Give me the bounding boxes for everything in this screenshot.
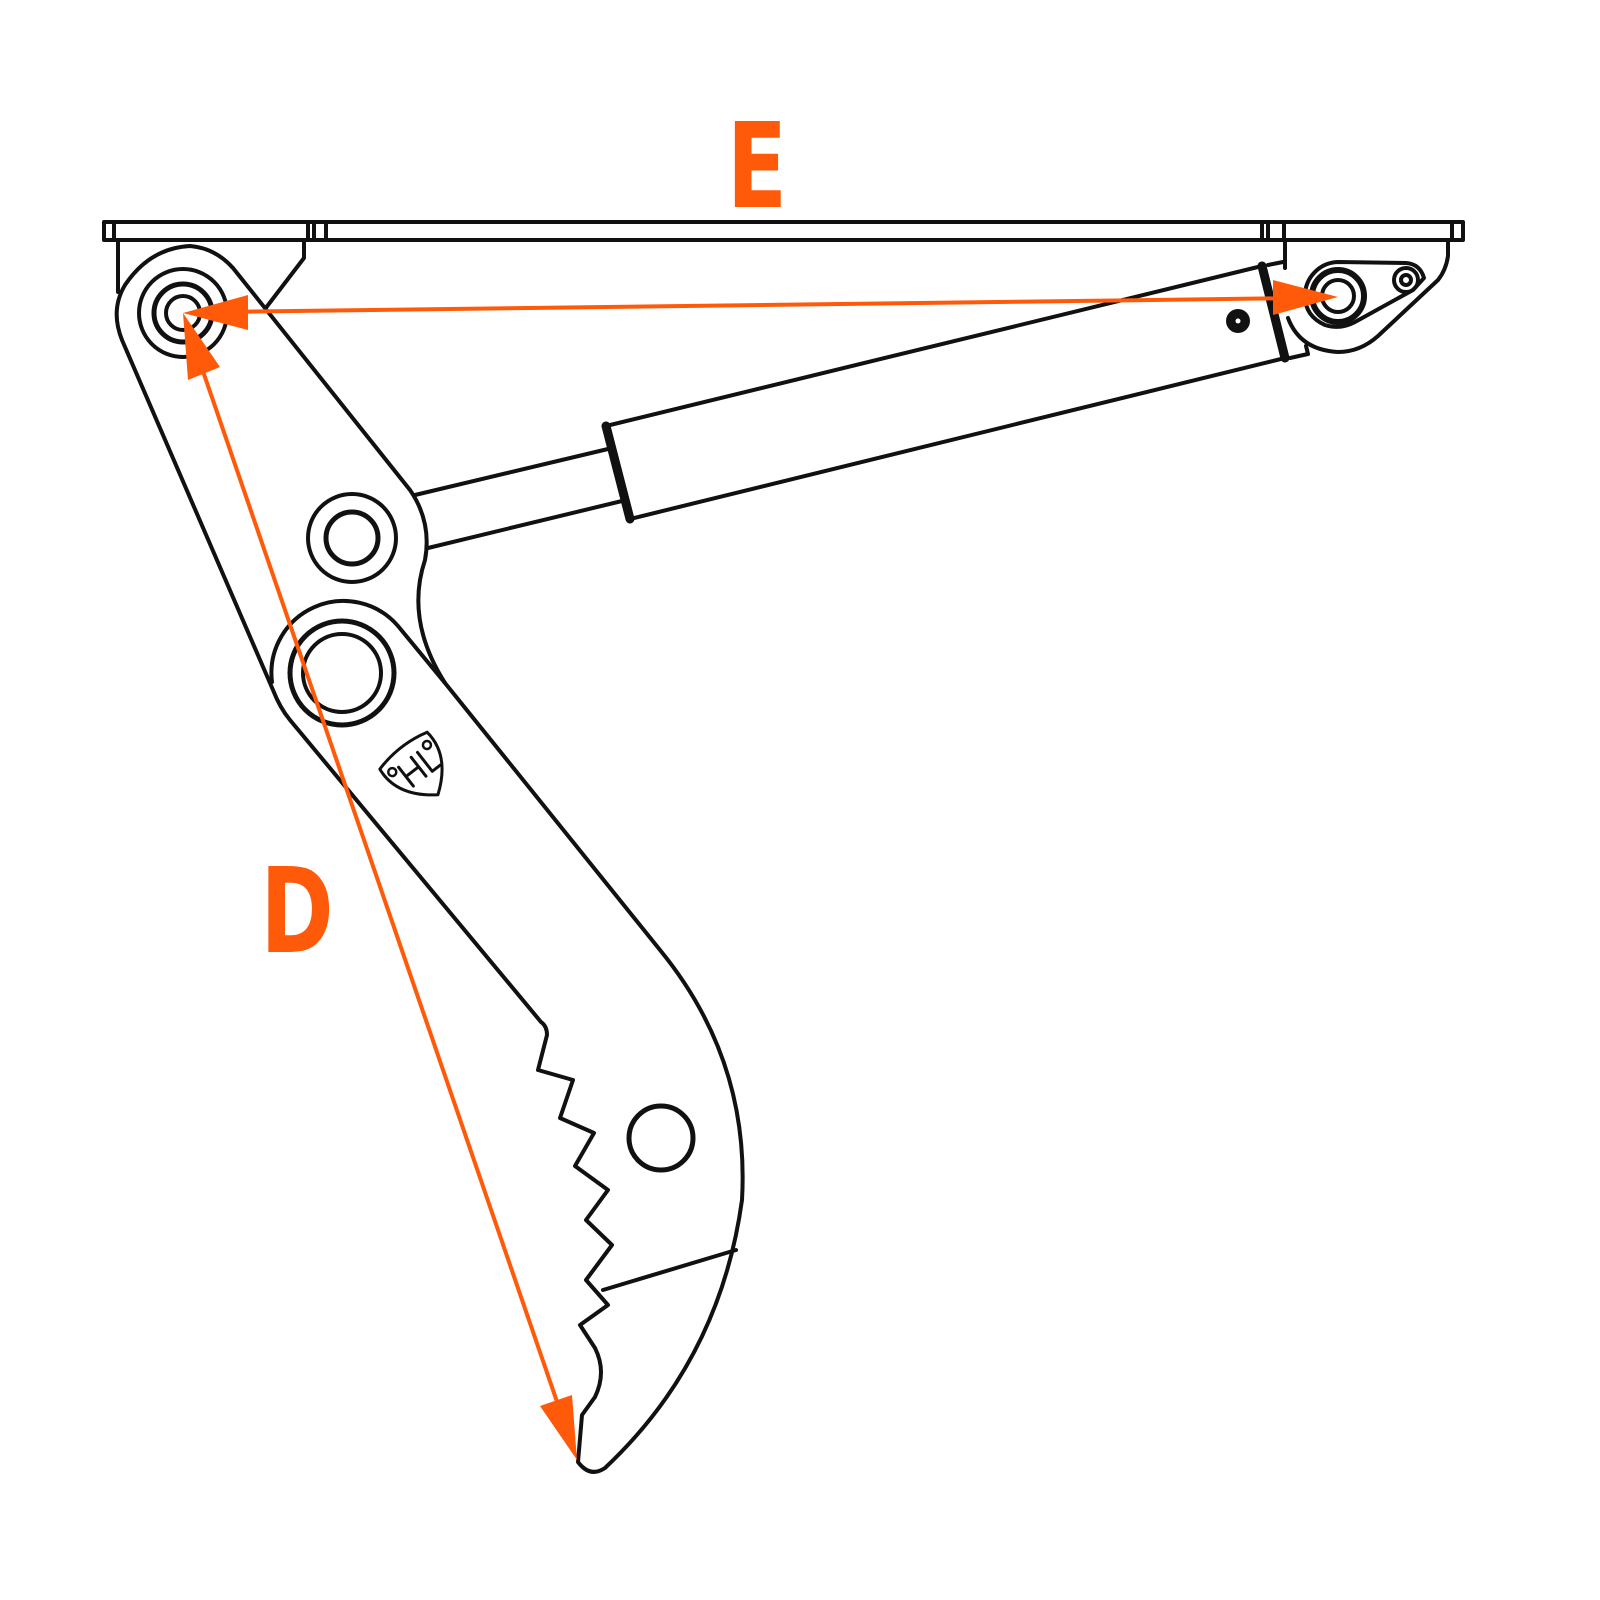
cylinder-pivot [306, 492, 398, 584]
tip-line [601, 1248, 738, 1292]
right-bracket [1283, 238, 1450, 354]
shield-logo-icon [378, 730, 444, 797]
cylinder-rod [413, 447, 624, 550]
left-bracket [116, 238, 306, 311]
inner-link-arc [269, 598, 447, 685]
thumb-hole [626, 1103, 696, 1173]
dimension-d-label: D [260, 842, 333, 980]
dimension-e-label: E [727, 97, 787, 235]
link-pivot [287, 618, 397, 728]
mounting-plate [102, 220, 1465, 242]
dimension-e-arrow [183, 280, 1338, 330]
dimension-d-arrow [183, 313, 577, 1460]
